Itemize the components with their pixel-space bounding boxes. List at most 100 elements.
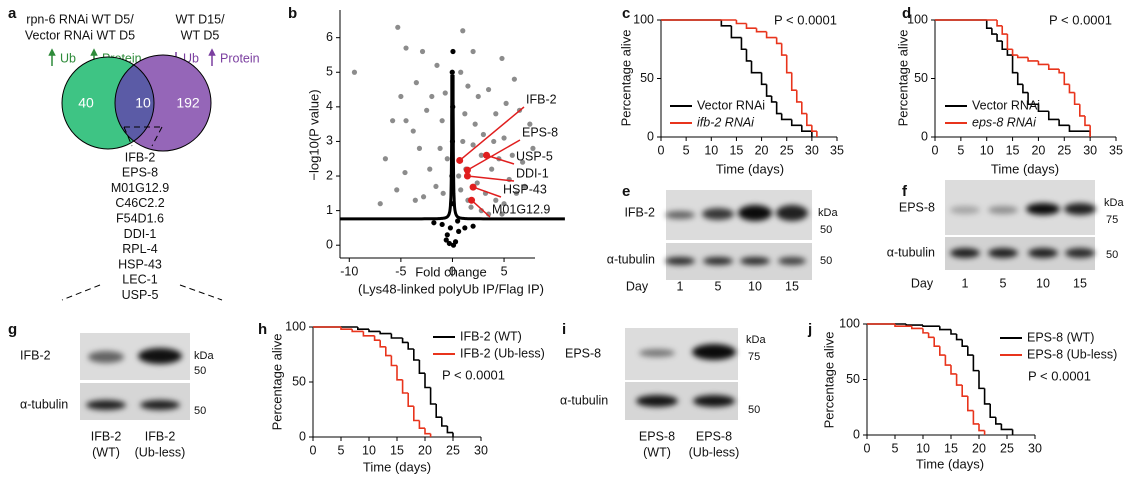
- legend-label: EPS-8 (Ub-less): [1027, 347, 1117, 361]
- survival-step: [357, 327, 369, 330]
- x-tick-label: -10: [340, 264, 358, 278]
- x-tick-label: 5: [957, 143, 964, 157]
- legend-label: IFB-2 (WT): [460, 329, 522, 343]
- point: [501, 201, 507, 207]
- point: [420, 194, 427, 200]
- blot-label: α-tubulin: [560, 393, 608, 407]
- panel-label: g: [8, 321, 17, 338]
- point: [410, 128, 416, 134]
- point: [450, 242, 457, 248]
- lane-label: IFB-2: [91, 429, 122, 443]
- gene: C46C2.2: [115, 196, 164, 210]
- marker: kDa: [818, 207, 838, 219]
- y-tick-label: 50: [292, 374, 306, 388]
- survival-step: [362, 331, 375, 337]
- lane-label: (Ub-less): [689, 445, 740, 459]
- y-tick-label: 100: [285, 319, 306, 333]
- point: [511, 76, 517, 82]
- lane-label: 15: [785, 279, 799, 293]
- y-tick-label: 50: [846, 372, 860, 386]
- survival-step: [745, 23, 757, 29]
- survival-step: [939, 346, 946, 356]
- survival-step: [418, 420, 425, 429]
- x-tick-label: 10: [704, 143, 718, 157]
- x-axis-label: Time (days): [363, 459, 431, 474]
- lane-label: (WT): [92, 445, 120, 459]
- survival-step: [1016, 72, 1023, 86]
- band: [665, 211, 695, 219]
- survival-step: [1063, 72, 1070, 86]
- blot: EPS-8 α-tubulin kDa 75 50 Day 1 5 10 15: [887, 180, 1124, 290]
- y-tick-label: 100: [633, 12, 654, 26]
- x-tick-label: 15: [1006, 143, 1020, 157]
- survival-step: [401, 379, 409, 394]
- band: [1065, 248, 1095, 258]
- point: [443, 237, 449, 243]
- survival-step: [991, 28, 998, 35]
- x-tick-label: 30: [1083, 143, 1097, 157]
- survival-step: [961, 385, 968, 397]
- band: [702, 208, 734, 220]
- survival-step: [939, 326, 951, 331]
- annotation: P < 0.0001: [1049, 12, 1112, 27]
- survival-step: [413, 406, 420, 422]
- point: [503, 100, 509, 106]
- survival-step: [1001, 25, 1008, 35]
- y-tick-label: 3: [326, 134, 333, 148]
- survival-step: [955, 333, 963, 341]
- survival-step: [435, 404, 442, 418]
- survival-step: [780, 113, 792, 121]
- point: [522, 183, 528, 190]
- band: [692, 344, 736, 360]
- point: [439, 118, 445, 124]
- x-axis-label: Time (days): [716, 161, 784, 176]
- survival-step: [735, 20, 747, 25]
- marker: 75: [748, 351, 760, 363]
- survival-step: [1047, 111, 1060, 121]
- point: [412, 197, 418, 203]
- label-leader: [472, 186, 502, 198]
- point: [403, 118, 409, 124]
- lane-label: EPS-8: [639, 429, 675, 443]
- survival-step: [811, 125, 817, 132]
- blot: IFB-2 α-tubulin kDa 50 50 Day 1 5 10 15: [607, 190, 838, 293]
- x-tick-label: 0: [310, 443, 317, 457]
- survival-step: [806, 113, 812, 127]
- point: [449, 138, 456, 145]
- gene: HSP-43: [118, 257, 162, 271]
- x-tick-label: 35: [1109, 143, 1123, 157]
- x-axis-label: (Lys48-linked polyUb IP/Flag IP): [358, 281, 544, 296]
- point: [530, 145, 536, 151]
- x-axis-label: Time (days): [916, 456, 984, 471]
- survival-step: [379, 331, 392, 335]
- point: [485, 86, 492, 93]
- x-tick-label: 30: [1028, 441, 1042, 455]
- legend-label: EPS-8 (WT): [1027, 330, 1094, 344]
- threshold-curve: [451, 74, 565, 221]
- point: [424, 107, 430, 113]
- point: [458, 187, 464, 193]
- point: [439, 221, 445, 228]
- survival-step: [765, 84, 772, 97]
- venn-count: 40: [78, 95, 94, 111]
- gene: DDI-1: [124, 227, 157, 241]
- point: [501, 135, 507, 141]
- point: [413, 80, 419, 86]
- point: [468, 196, 476, 204]
- blot-label: α-tubulin: [20, 397, 68, 411]
- point: [499, 211, 505, 217]
- point: [478, 152, 484, 158]
- lane-label: EPS-8: [696, 429, 732, 443]
- lane-label: 10: [748, 279, 762, 293]
- survival-step: [1011, 49, 1018, 56]
- survival-step: [790, 72, 797, 91]
- band: [88, 351, 124, 363]
- x-tick-label: -5: [395, 264, 406, 278]
- point: [447, 225, 453, 231]
- survival-step: [1068, 84, 1075, 94]
- survival-step: [765, 31, 777, 39]
- x-tick-label: 30: [474, 443, 488, 457]
- point: [434, 62, 440, 68]
- survival-step: [340, 327, 353, 330]
- survival-step: [1016, 55, 1029, 59]
